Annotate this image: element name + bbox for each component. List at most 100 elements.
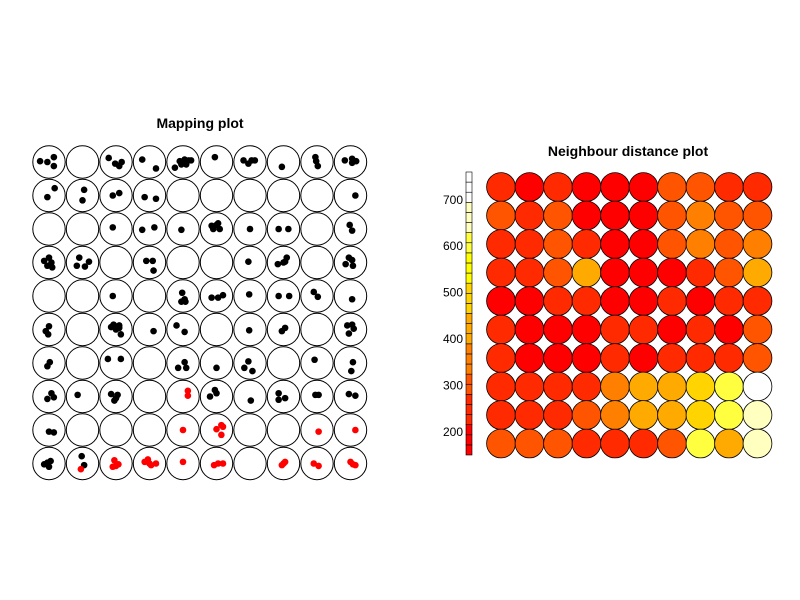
scale-segment	[465, 212, 473, 223]
mapping-cell-6-7	[233, 379, 267, 414]
distance-cell-7-2	[685, 229, 716, 259]
mapping-point-black	[151, 224, 158, 231]
distance-cell-3-5	[571, 314, 602, 345]
mapping-cell-1-8	[65, 413, 100, 447]
mapping-point-black	[75, 254, 83, 261]
mapping-point-red	[281, 458, 289, 466]
distance-cell-5-2	[628, 229, 659, 259]
distance-cell-1-0	[514, 172, 545, 202]
mapping-plot: Mapping plot	[32, 115, 368, 481]
mapping-point-black	[352, 192, 359, 199]
neighbour-distance-cells	[486, 172, 773, 459]
mapping-point-red	[352, 461, 359, 469]
scale-segment	[465, 414, 473, 425]
mapping-point-red	[144, 456, 152, 463]
mapping-point-black	[117, 331, 125, 338]
mapping-point-black	[111, 397, 118, 404]
mapping-point-black	[176, 157, 184, 165]
scale-segment	[465, 282, 473, 294]
mapping-cell-1-7	[65, 379, 100, 414]
distance-cell-7-8	[685, 400, 716, 430]
mapping-point-black	[342, 260, 349, 268]
mapping-point-black	[311, 356, 318, 364]
distance-cell-6-3	[657, 257, 687, 288]
distance-cell-0-5	[486, 314, 516, 345]
scale-segment	[465, 292, 473, 304]
mapping-cell-7-4	[266, 279, 301, 313]
mapping-cell-1-2	[65, 212, 100, 246]
distance-cell-8-9	[714, 428, 744, 459]
mapping-point-black	[74, 391, 81, 399]
distance-cell-9-9	[742, 428, 773, 459]
distance-cell-3-6	[571, 343, 602, 373]
mapping-cell-3-7	[132, 379, 167, 414]
mapping-point-black	[115, 324, 123, 332]
mapping-point-black	[173, 322, 180, 329]
scale-segment	[465, 353, 473, 365]
mapping-point-black	[81, 263, 89, 270]
distance-cell-6-0	[657, 172, 687, 202]
mapping-point-black	[349, 262, 357, 270]
mapping-point-black	[109, 192, 117, 199]
mapping-point-black	[51, 184, 58, 192]
mapping-cell-0-4	[32, 279, 66, 313]
distance-cell-4-2	[600, 229, 630, 259]
mapping-point-black	[314, 293, 322, 301]
distance-cell-0-2	[486, 229, 516, 259]
distance-cell-4-4	[600, 286, 630, 316]
mapping-point-black	[182, 298, 189, 305]
mapping-cell-3-4	[132, 279, 167, 313]
distance-cell-7-3	[685, 257, 716, 288]
mapping-point-black	[251, 157, 259, 164]
distance-cell-2-8	[543, 400, 573, 430]
mapping-point-black	[208, 294, 215, 301]
mapping-point-black	[36, 157, 44, 165]
scale-segment	[465, 434, 473, 446]
mapping-point-black	[181, 358, 188, 366]
mapping-point-black	[246, 225, 254, 233]
distance-cell-5-0	[628, 172, 659, 202]
mapping-cell-2-3	[99, 245, 133, 280]
mapping-point-black	[78, 452, 85, 460]
mapping-point-black	[80, 186, 88, 194]
distance-cell-1-2	[514, 229, 545, 259]
distance-cell-4-1	[600, 200, 630, 231]
mapping-point-black	[249, 367, 256, 375]
mapping-point-black	[117, 355, 125, 363]
distance-cell-1-4	[514, 286, 545, 316]
mapping-point-black	[275, 225, 282, 233]
neighbour-distance-plot-title: Neighbour distance plot	[548, 143, 709, 159]
distance-cell-7-5	[685, 314, 716, 345]
mapping-point-red	[179, 426, 187, 434]
mapping-point-black	[281, 324, 289, 332]
distance-cell-8-0	[714, 172, 744, 202]
scale-segment	[465, 303, 473, 314]
distance-cell-2-4	[543, 286, 573, 316]
scale-segment	[465, 394, 473, 405]
mapping-cell-4-4	[166, 279, 200, 313]
scale-segment	[465, 191, 473, 203]
mapping-point-black	[152, 165, 160, 172]
distance-cell-2-7	[543, 371, 573, 402]
scale-tick-label: 400	[443, 332, 463, 346]
scale-segment	[465, 444, 473, 456]
mapping-point-red	[184, 387, 192, 395]
distance-cell-4-7	[600, 371, 630, 402]
distance-cell-7-0	[685, 172, 716, 202]
distance-cell-4-3	[600, 257, 630, 288]
mapping-point-black	[278, 163, 286, 171]
neighbour-distance-plot: Neighbour distance plot 200 300 400 500 600 7…	[443, 143, 773, 459]
distance-cell-8-6	[714, 343, 744, 373]
mapping-cell-7-2	[266, 212, 301, 246]
mapping-point-red	[218, 431, 225, 439]
scale-segment	[465, 262, 473, 274]
mapping-cell-9-8	[333, 413, 368, 447]
mapping-cell-7-1	[266, 178, 301, 213]
mapping-cell-1-6	[65, 346, 100, 380]
mapping-point-black	[115, 189, 123, 197]
mapping-point-black	[178, 226, 185, 234]
distance-cell-2-1	[543, 200, 573, 231]
mapping-point-black	[245, 258, 252, 265]
mapping-point-black	[45, 254, 53, 261]
distance-cell-6-6	[657, 343, 687, 373]
